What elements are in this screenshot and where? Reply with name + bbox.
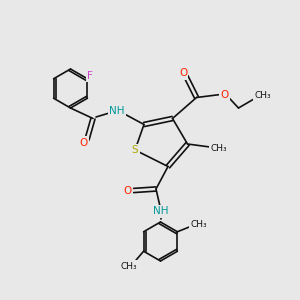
Text: CH₃: CH₃ <box>254 92 271 100</box>
Text: O: O <box>123 185 132 196</box>
Text: O: O <box>79 137 88 148</box>
Text: O: O <box>220 89 228 100</box>
Text: O: O <box>179 68 187 79</box>
Text: CH₃: CH₃ <box>120 262 137 271</box>
Text: F: F <box>87 71 93 81</box>
Text: CH₃: CH₃ <box>190 220 207 229</box>
Text: NH: NH <box>109 106 125 116</box>
Text: S: S <box>132 145 138 155</box>
Text: NH: NH <box>153 206 168 217</box>
Text: CH₃: CH₃ <box>211 144 227 153</box>
